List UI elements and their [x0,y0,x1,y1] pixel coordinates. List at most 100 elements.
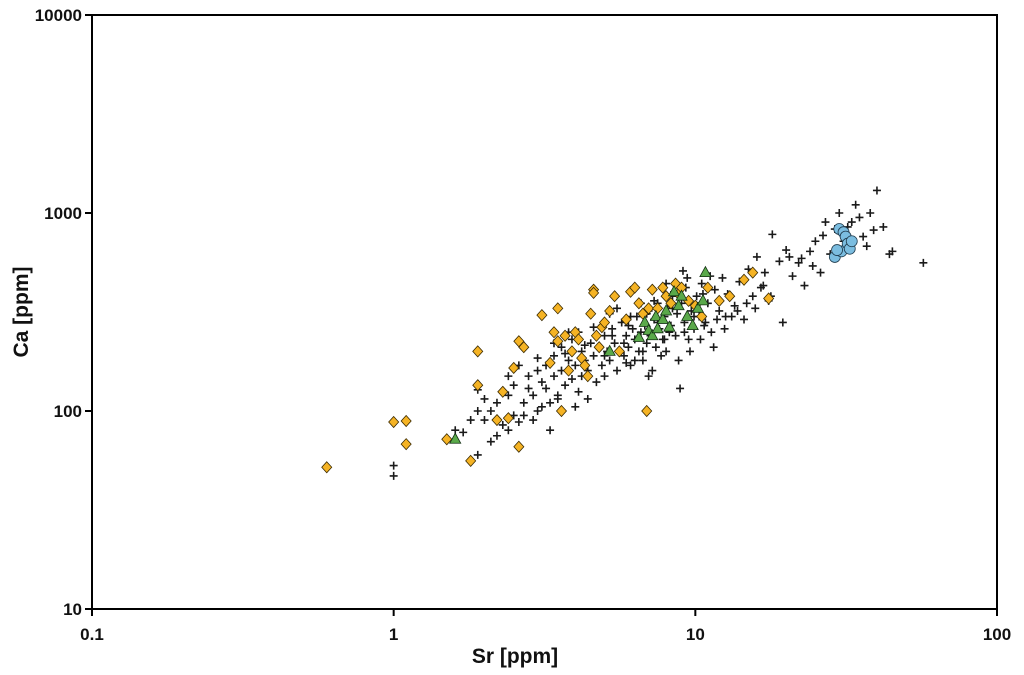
point-diamond [321,461,333,474]
point-plus [605,356,614,365]
point-plus [775,257,784,266]
point-plus [480,416,489,425]
point-triangle [691,301,705,313]
point-plus [630,356,639,365]
point-diamond [633,297,645,310]
point-diamond [643,302,655,315]
point-plus [800,281,809,290]
point-plus [888,247,897,256]
point-plus [644,372,653,381]
point-diamond [713,294,725,307]
point-plus [546,426,555,435]
point-triangle [632,330,646,342]
point-plus [684,335,693,344]
point-plus [542,384,551,393]
point-plus [685,347,694,356]
point-triangle [651,322,664,334]
point-plus [683,273,692,282]
point-plus [486,407,495,415]
point-plus [866,209,875,217]
point-triangle [656,312,669,324]
point-plus [509,381,518,390]
point-plus [546,398,555,407]
point-plus [628,324,637,333]
point-plus [696,335,705,344]
point-plus [742,299,751,308]
point-plus [751,304,760,313]
point-plus [519,411,528,420]
point-triangle [449,432,462,444]
point-plus [533,366,542,375]
point-diamond [400,414,412,428]
point-plus [564,356,573,365]
point-plus [855,213,864,222]
point-triangle [696,294,710,306]
point-plus [537,402,546,411]
point-diamond [388,415,400,429]
point-plus [504,372,513,381]
point-plus [638,347,647,356]
point-plus [389,461,398,470]
point-plus [504,391,513,400]
x-axis-title: Sr [ppm] [472,645,558,668]
point-plus [676,384,685,393]
point-triangle [603,344,616,356]
point-triangle [659,304,673,316]
point-plus [650,296,659,305]
point-diamond [763,292,775,305]
point-plus [720,324,729,333]
point-plus [571,361,580,370]
point-triangle [649,309,663,321]
point-plus [638,356,647,365]
point-plus [797,254,806,263]
point-diamond [665,297,677,310]
point-plus [768,230,777,239]
y-tick-label: 1000 [44,204,82,223]
point-plus [597,361,606,370]
point-diamond [508,361,520,375]
point-plus [730,301,739,310]
point-plus [561,381,570,390]
point-diamond [613,345,625,358]
point-plus [600,372,609,381]
point-plus [592,378,601,387]
point-plus [626,361,635,370]
point-circle [845,235,858,248]
point-plus [733,306,742,315]
point-circle [831,244,843,256]
point-diamond [572,333,585,346]
point-plus [524,384,533,393]
point-plus [514,417,523,426]
point-plus [651,343,660,352]
point-plus [794,258,803,267]
data-points [321,186,928,480]
point-diamond [491,413,503,427]
point-plus [816,268,825,277]
point-diamond [702,281,714,294]
y-tick-label: 100 [54,402,82,421]
point-diamond [465,454,477,467]
point-plus [504,426,513,435]
point-plus [782,246,791,255]
point-plus [613,366,622,375]
point-plus [692,292,701,301]
point-plus [561,349,570,358]
point-plus [586,339,595,348]
point-plus [589,351,598,360]
point-diamond [593,341,605,354]
point-plus [919,258,928,267]
plot-frame [91,14,998,610]
point-diamond [609,290,621,303]
point-triangle [681,309,694,321]
point-diamond [738,273,750,286]
point-plus [819,231,828,240]
point-plus [459,428,468,437]
point-diamond [646,283,658,296]
point-diamond [696,310,708,323]
point-plus [709,343,718,352]
point-plus [811,237,820,246]
point-plus [533,407,542,415]
point-plus [715,306,724,315]
x-tick-label: 100 [983,625,1011,644]
